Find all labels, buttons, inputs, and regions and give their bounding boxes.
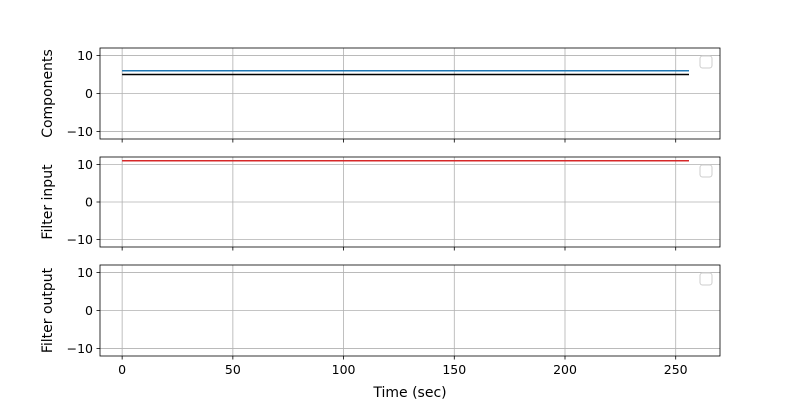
legend-box: [699, 55, 713, 69]
y-tick-label: 0: [85, 86, 93, 101]
x-tick-label: 50: [225, 362, 241, 377]
subplot-2: −10 0 10 Filter input: [40, 156, 721, 251]
legend-box: [699, 272, 713, 286]
legend-box: [699, 164, 713, 178]
subplot-3: 0 50 100 150 200 250 −10 0 10 Filter output: [40, 264, 721, 377]
x-tick-label: 250: [664, 362, 688, 377]
x-tick-label: 0: [118, 362, 126, 377]
y-tick-label: −10: [67, 341, 93, 356]
y-tick-label: 0: [85, 303, 93, 318]
x-tick-label: 150: [442, 362, 466, 377]
y-tick-label: 10: [77, 265, 93, 280]
y-axis-label: Components: [40, 49, 56, 138]
x-tick-label: 100: [332, 362, 356, 377]
x-tick-label: 200: [553, 362, 577, 377]
y-tick-label: −10: [67, 232, 93, 247]
y-tick-label: −10: [67, 124, 93, 139]
y-tick-label: 10: [77, 157, 93, 172]
subplot-1: −10 0 10 Components: [40, 47, 721, 143]
y-axis-label: Filter input: [40, 164, 56, 240]
x-axis-label: Time (sec): [372, 385, 446, 400]
y-tick-label: 0: [85, 195, 93, 210]
y-axis-label: Filter output: [40, 267, 56, 353]
y-tick-label: 10: [77, 48, 93, 63]
